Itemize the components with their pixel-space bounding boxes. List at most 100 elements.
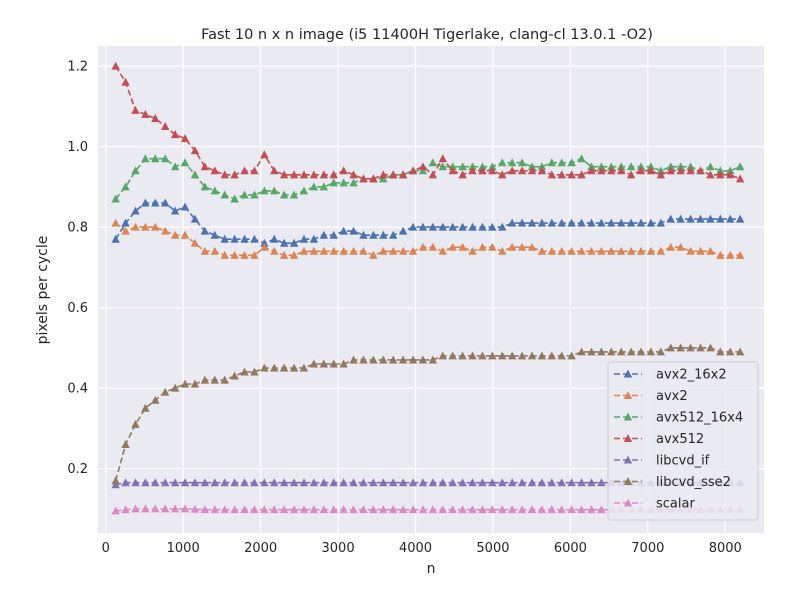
data-point — [597, 162, 606, 171]
data-point — [190, 379, 200, 388]
legend-marker — [623, 455, 633, 464]
data-point — [309, 505, 319, 514]
data-point — [517, 158, 527, 167]
data-point — [676, 242, 685, 251]
data-point — [260, 186, 269, 195]
data-point — [726, 250, 735, 259]
legend-entry: avx512 — [614, 432, 704, 447]
data-point — [369, 230, 378, 239]
data-point — [567, 478, 576, 487]
data-point — [527, 505, 537, 514]
legend-marker — [623, 498, 633, 507]
data-point — [706, 214, 715, 223]
data-point — [458, 478, 467, 487]
data-point — [686, 162, 695, 171]
data-point — [706, 246, 715, 255]
data-point — [121, 226, 130, 235]
data-point — [200, 182, 210, 191]
data-point — [279, 363, 289, 372]
data-point — [527, 162, 537, 171]
data-point — [696, 343, 705, 352]
legend-entry: scalar — [614, 497, 695, 512]
data-point — [319, 359, 329, 368]
data-point — [369, 505, 378, 514]
data-point — [299, 186, 309, 195]
data-point — [161, 504, 170, 513]
y-tick-label: 0.4 — [67, 382, 88, 397]
data-point — [369, 355, 378, 364]
data-point — [309, 170, 319, 179]
data-point — [597, 218, 606, 227]
data-point — [696, 246, 705, 255]
data-point — [111, 234, 120, 243]
data-point — [537, 478, 547, 487]
data-point — [398, 505, 408, 514]
data-point — [170, 504, 180, 513]
data-point — [339, 246, 348, 255]
data-point — [428, 222, 438, 231]
data-point — [408, 478, 418, 487]
data-point — [537, 505, 547, 514]
series-avx2 — [111, 218, 745, 259]
data-point — [121, 440, 130, 448]
data-point — [735, 174, 745, 183]
series-line — [115, 508, 741, 512]
data-point — [141, 478, 150, 487]
data-point — [438, 478, 447, 487]
data-point — [210, 505, 219, 514]
data-point — [131, 222, 140, 231]
legend-label: avx2 — [656, 389, 688, 404]
data-point — [151, 504, 160, 513]
data-point — [329, 170, 338, 179]
data-point — [557, 170, 566, 179]
data-point — [250, 505, 259, 514]
data-point — [319, 170, 329, 179]
data-point — [676, 162, 685, 171]
data-point — [587, 347, 596, 356]
data-point — [656, 170, 666, 179]
data-point — [488, 505, 497, 514]
data-point — [141, 403, 150, 412]
data-point — [180, 134, 190, 143]
data-point — [329, 230, 338, 239]
legend-entry: avx2_16x2 — [614, 368, 727, 383]
data-point — [577, 246, 586, 255]
data-point — [230, 505, 239, 514]
data-point — [478, 505, 487, 514]
x-tick-label: 2000 — [244, 541, 277, 556]
data-point — [180, 504, 190, 513]
data-point — [567, 505, 576, 514]
data-point — [339, 505, 348, 514]
data-point — [240, 250, 249, 259]
legend-label: scalar — [656, 497, 695, 512]
data-point — [468, 166, 477, 175]
data-point — [616, 162, 626, 171]
data-point — [408, 222, 418, 231]
data-point — [666, 166, 675, 175]
data-point — [398, 246, 408, 255]
data-point — [478, 242, 487, 251]
data-point — [488, 351, 497, 360]
data-point — [567, 158, 576, 167]
data-point — [369, 478, 378, 487]
data-point — [557, 158, 566, 167]
series-line — [115, 202, 741, 245]
data-point — [597, 478, 606, 487]
data-point — [279, 478, 289, 487]
data-point — [498, 158, 507, 167]
y-tick-label: 1.2 — [67, 60, 88, 75]
data-point — [527, 242, 537, 251]
data-point — [151, 114, 160, 122]
data-point — [170, 130, 180, 139]
data-point — [379, 174, 388, 183]
data-point — [646, 347, 656, 356]
y-tick-label: 0.8 — [67, 221, 88, 236]
data-point — [240, 166, 249, 175]
series-line — [115, 65, 741, 180]
data-point — [250, 250, 259, 259]
data-point — [726, 347, 735, 356]
data-point — [200, 162, 210, 171]
data-point — [408, 355, 418, 364]
data-point — [537, 218, 547, 227]
data-point — [121, 218, 130, 227]
